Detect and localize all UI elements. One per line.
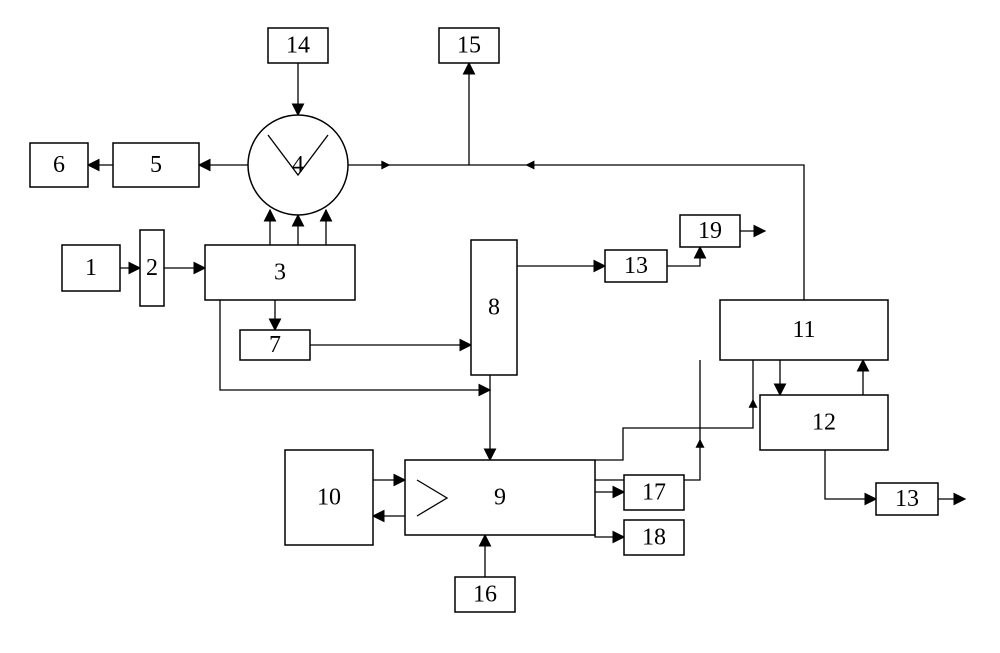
node-n13b-label: 13 (895, 486, 919, 512)
node-n9: 9 (405, 460, 595, 535)
node-n16-label: 16 (473, 582, 497, 608)
node-n11: 11 (720, 300, 888, 360)
node-n16: 16 (455, 577, 515, 612)
node-n4: 4 (248, 115, 348, 215)
node-n19-label: 19 (698, 218, 722, 244)
node-n8-label: 8 (488, 295, 500, 321)
node-n2: 2 (140, 230, 164, 306)
node-n6: 6 (30, 143, 88, 187)
node-n5-label: 5 (150, 152, 162, 178)
node-n13b: 13 (876, 483, 938, 515)
node-n6-label: 6 (53, 152, 65, 178)
node-n14-label: 14 (286, 33, 310, 59)
node-n11-label: 11 (792, 317, 815, 343)
node-n10-label: 10 (317, 485, 341, 511)
nodes: 1234567891011121313141516171819 (30, 28, 938, 612)
node-n18-label: 18 (642, 525, 666, 551)
node-n18: 18 (624, 520, 684, 555)
node-n7-label: 7 (269, 332, 281, 358)
node-n8: 8 (471, 240, 517, 375)
node-n2-label: 2 (146, 255, 158, 281)
node-n3: 3 (205, 245, 355, 300)
node-n10: 10 (285, 450, 373, 545)
node-n15-label: 15 (457, 33, 481, 59)
node-n5: 5 (113, 143, 199, 187)
node-n13a: 13 (605, 250, 667, 282)
node-n12: 12 (760, 395, 888, 450)
node-n1: 1 (62, 245, 120, 291)
node-n15: 15 (439, 28, 499, 63)
node-n17: 17 (624, 475, 684, 510)
node-n12-label: 12 (812, 410, 836, 436)
node-n14: 14 (268, 28, 328, 63)
node-n1-label: 1 (85, 255, 97, 281)
node-n13a-label: 13 (624, 253, 648, 279)
node-n19: 19 (680, 215, 740, 247)
node-n9-label: 9 (494, 485, 506, 511)
node-n3-label: 3 (274, 260, 286, 286)
flow-diagram: 1234567891011121313141516171819 (0, 0, 1000, 653)
node-n17-label: 17 (642, 480, 666, 506)
node-n7: 7 (240, 330, 310, 360)
